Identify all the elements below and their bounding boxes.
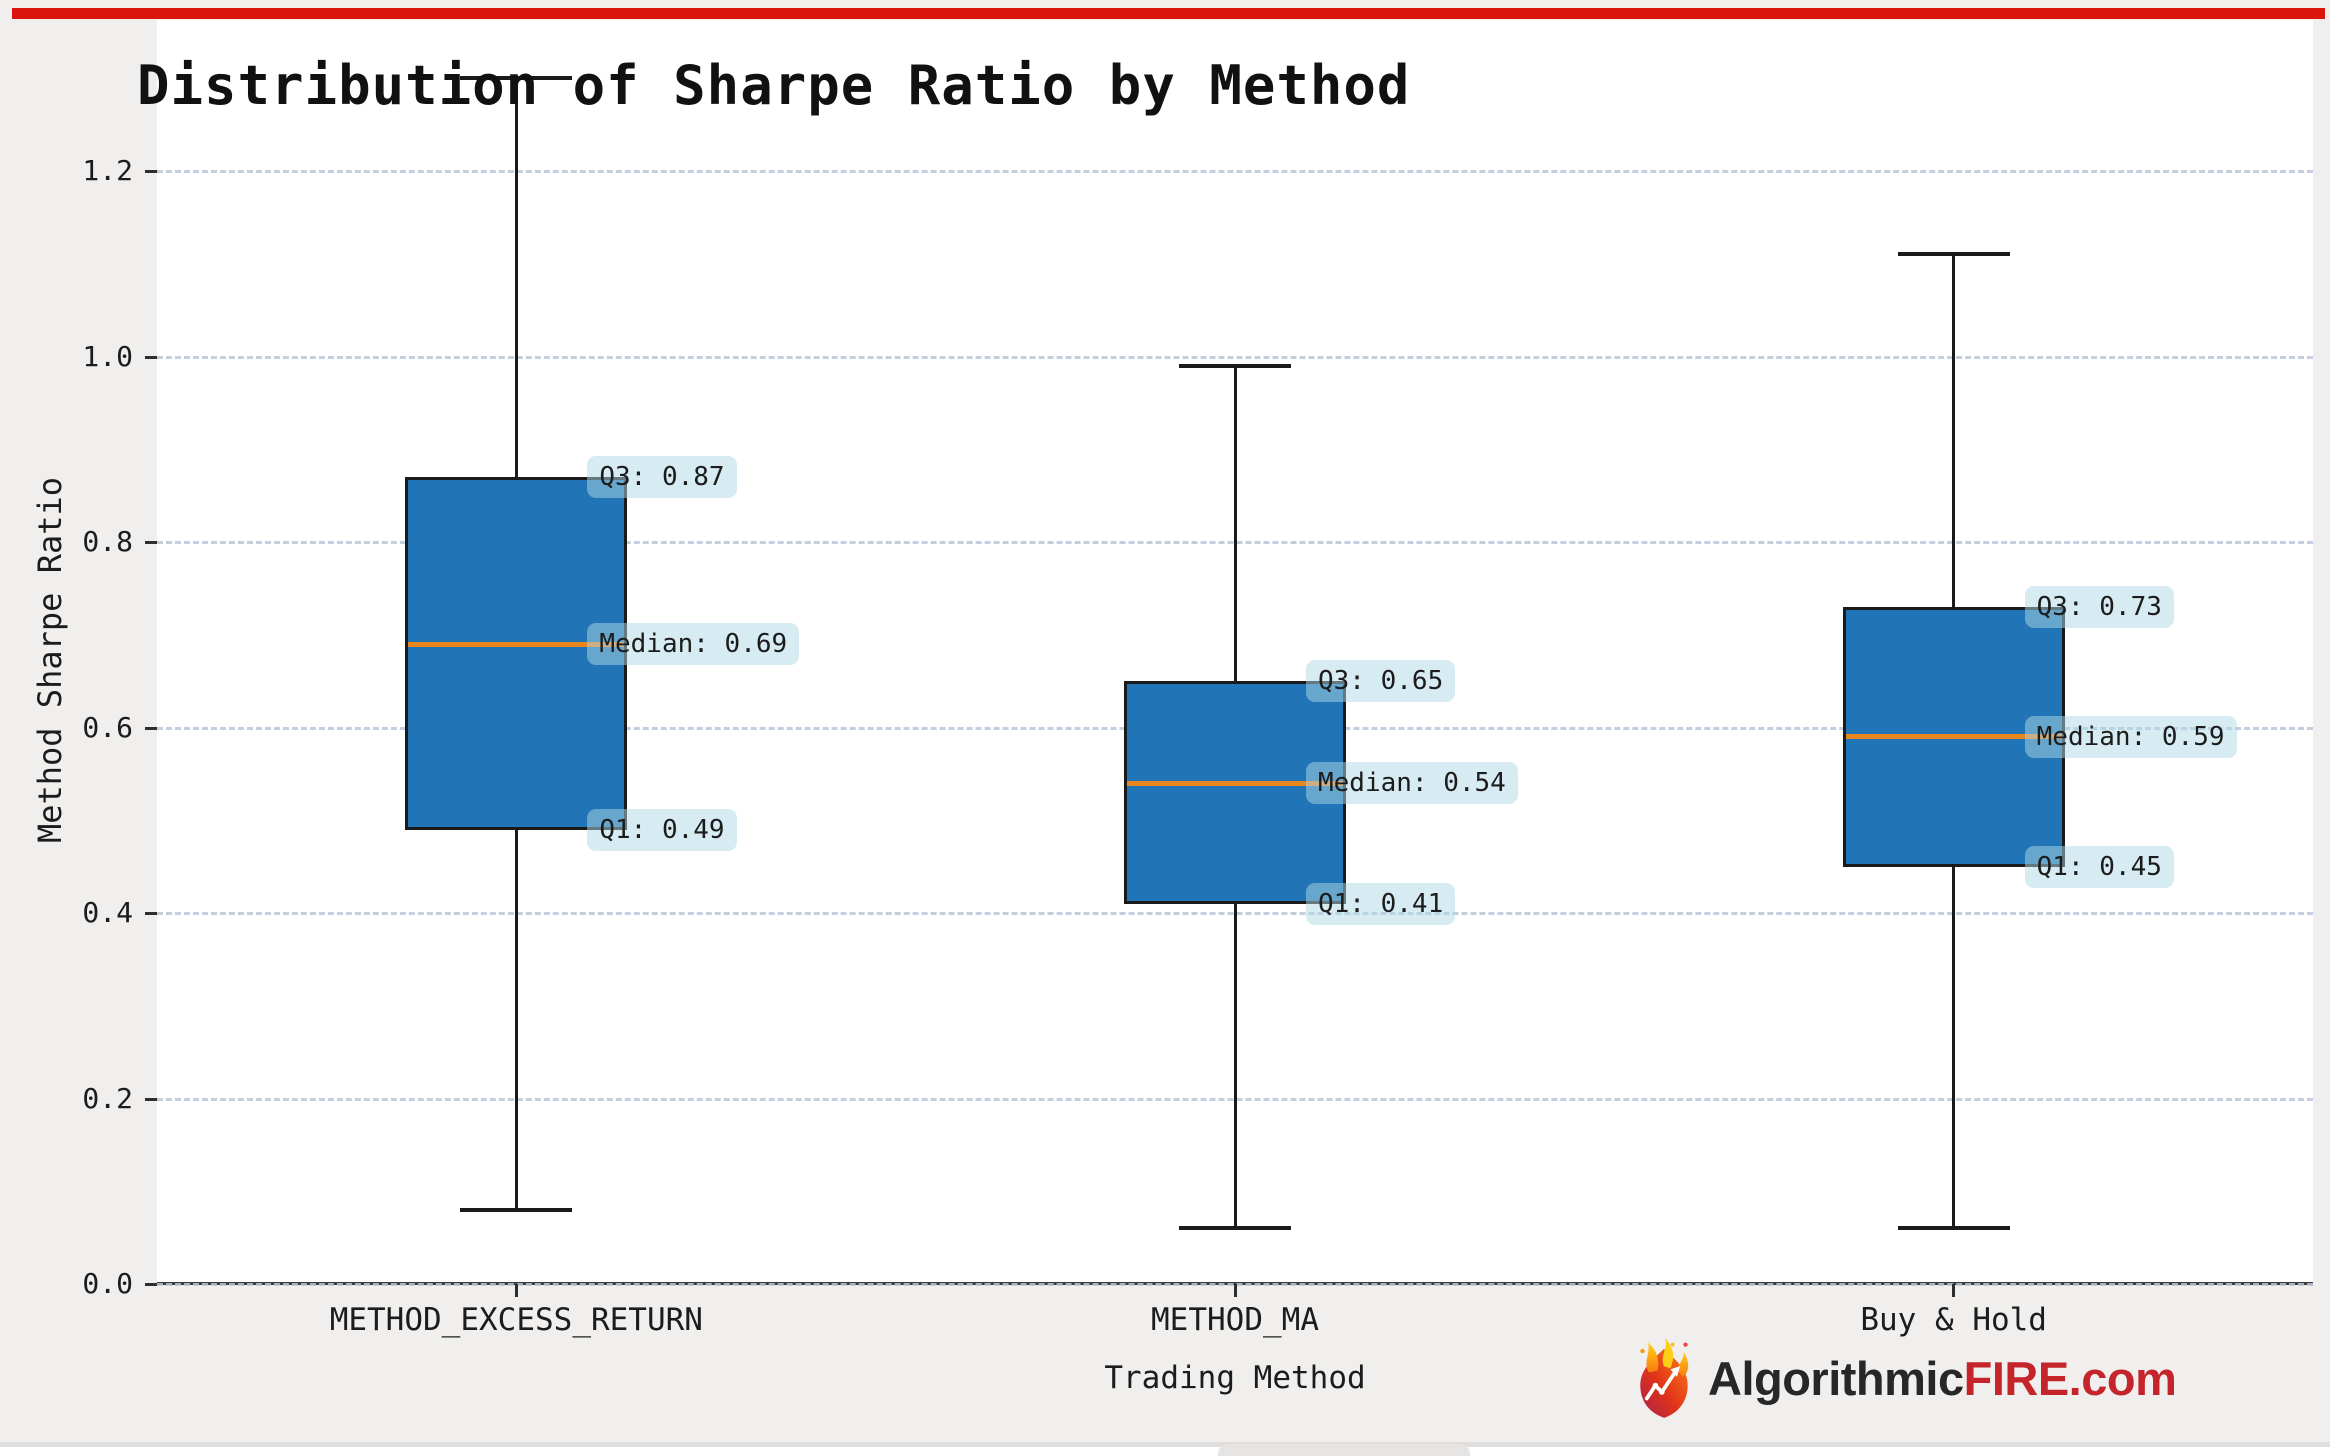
q1-annotation: Q1: 0.41 (1306, 882, 1456, 925)
bottom-strip (0, 1447, 2330, 1456)
chart-title: Distribution of Sharpe Ratio by Method (137, 54, 1411, 117)
x-tick-mark (1952, 1284, 1956, 1297)
median-line (408, 641, 625, 647)
q3-annotation: Q3: 0.65 (1306, 660, 1456, 703)
lower-whisker (1952, 866, 1956, 1229)
x-tick-label: METHOD_MA (1151, 1302, 1319, 1338)
x-axis-label: Trading Method (1104, 1360, 1366, 1396)
flame-chart-icon (1640, 1338, 1689, 1418)
y-tick-label: 0.6 (82, 710, 133, 744)
watermark: AlgorithmicFIRE.com (1630, 1336, 2177, 1420)
y-tick-mark (145, 541, 157, 544)
watermark-text-black: Algorithmic (1708, 1351, 1964, 1405)
bottom-divider-line (0, 1442, 2330, 1447)
gridline (157, 170, 2313, 173)
median-annotation: Median: 0.69 (587, 623, 800, 666)
x-tick-label: Buy & Hold (1860, 1302, 2047, 1338)
q3-annotation: Q3: 0.73 (2024, 585, 2174, 628)
y-tick-mark (145, 170, 157, 173)
median-annotation: Median: 0.59 (2024, 715, 2237, 758)
y-tick-label: 0.2 (82, 1081, 133, 1115)
median-line (1127, 780, 1343, 786)
y-tick-label: 0.0 (82, 1267, 133, 1300)
top-accent-bar (12, 8, 2325, 19)
lower-whisker-cap (1897, 1226, 2010, 1231)
y-tick-mark (145, 1283, 157, 1286)
x-tick-label: METHOD_EXCESS_RETURN (329, 1302, 703, 1338)
median-line (1845, 734, 2062, 740)
lower-whisker (1233, 903, 1237, 1229)
q1-annotation: Q1: 0.45 (2024, 845, 2174, 888)
lower-whisker (514, 829, 518, 1210)
y-tick-mark (145, 1097, 157, 1101)
y-tick-label: 1.0 (82, 339, 133, 373)
upper-whisker (514, 78, 518, 478)
median-annotation: Median: 0.54 (1306, 762, 1518, 805)
q1-annotation: Q1: 0.49 (587, 808, 737, 851)
partially-visible-bottom-element (1218, 1444, 1470, 1456)
upper-whisker-cap (1179, 363, 1291, 368)
lower-whisker-cap (1179, 1226, 1291, 1231)
y-tick-mark (145, 355, 157, 359)
y-tick-label: 0.8 (82, 525, 133, 558)
x-tick-mark (514, 1284, 518, 1297)
y-tick-mark (145, 726, 157, 730)
lower-whisker-cap (460, 1207, 573, 1212)
y-tick-label: 0.4 (82, 896, 133, 929)
upper-whisker-cap (460, 76, 573, 81)
y-tick-mark (145, 912, 157, 915)
watermark-text-red: FIRE.com (1963, 1351, 2177, 1405)
q3-annotation: Q3: 0.87 (587, 456, 737, 499)
upper-whisker (1233, 365, 1237, 682)
upper-whisker-cap (1897, 252, 2010, 257)
gridline (157, 355, 2313, 359)
x-tick-mark (1233, 1284, 1237, 1297)
y-tick-label: 1.2 (82, 154, 133, 187)
upper-whisker (1952, 254, 1956, 607)
